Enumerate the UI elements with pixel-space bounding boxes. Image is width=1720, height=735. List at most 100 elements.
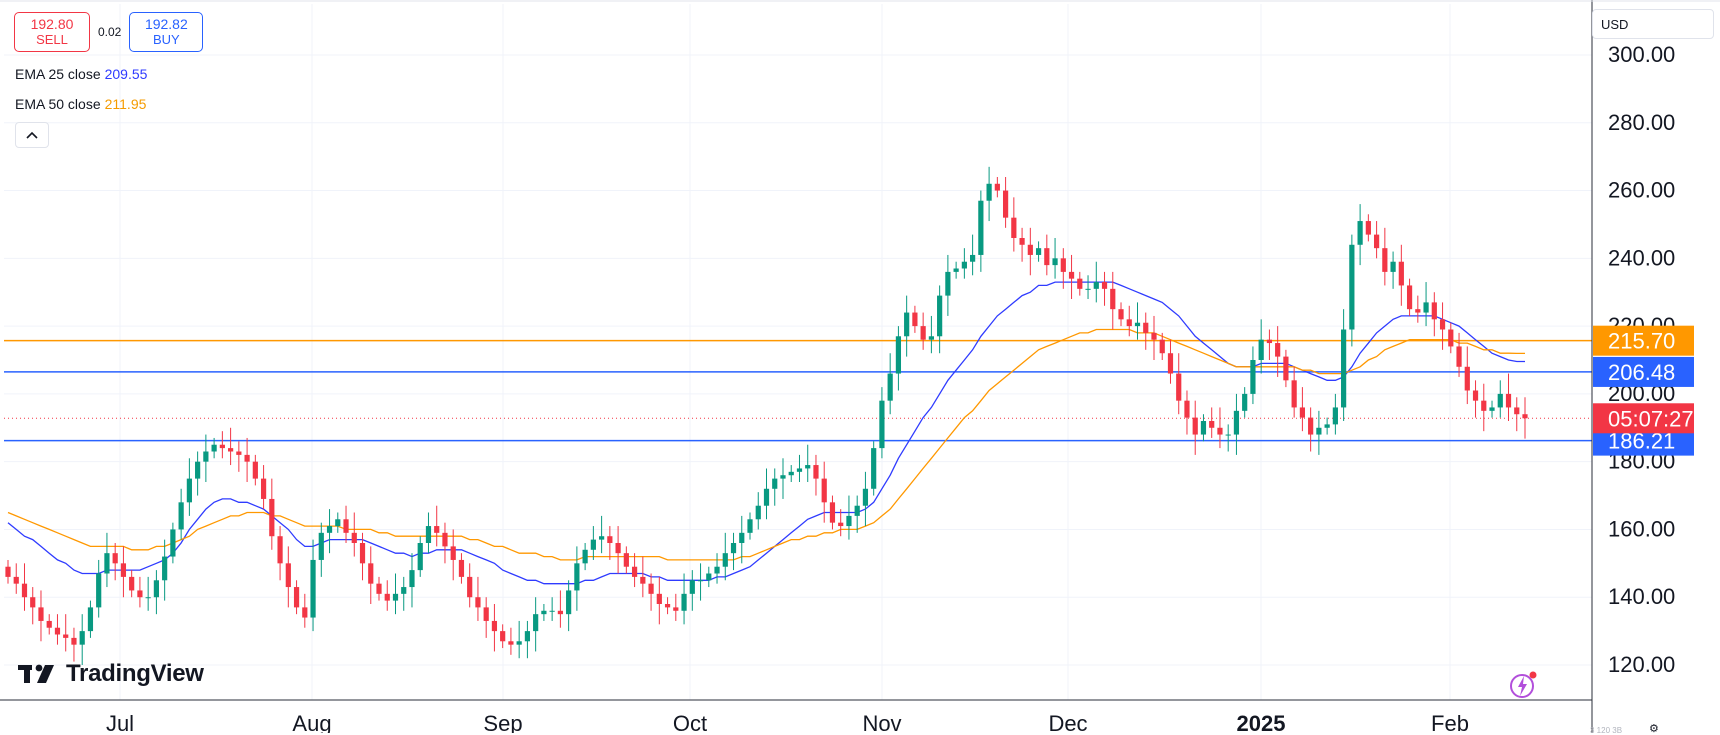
candle-body [1101, 282, 1108, 289]
candle-body [450, 546, 456, 560]
candle-body [1052, 258, 1058, 266]
candle-body [1126, 319, 1132, 327]
candle-body [681, 593, 687, 611]
candle-body [1489, 407, 1495, 411]
candle-body [417, 543, 423, 571]
candle-body [384, 593, 390, 601]
candle-body [772, 478, 778, 489]
y-tick-label: 280.00 [1608, 110, 1675, 135]
chevron-up-icon [26, 131, 38, 139]
ema-50-legend[interactable]: EMA 50 close 211.95 [15, 96, 146, 112]
candle-body [631, 566, 638, 577]
candle-body [1415, 309, 1421, 313]
candle-body [1406, 285, 1413, 310]
countdown-partial: 3 120 3B [1590, 726, 1623, 735]
candle-body [1382, 248, 1388, 272]
candle-body [1110, 288, 1116, 310]
candle-body [1167, 353, 1174, 374]
candle-body [228, 448, 234, 452]
candle-body [1242, 393, 1248, 411]
ema-50-value: 211.95 [104, 96, 147, 112]
candle-body [21, 583, 28, 598]
gear-icon[interactable]: ⚙ [1649, 723, 1659, 735]
candle-body [162, 556, 168, 581]
candle-body [607, 536, 613, 543]
candle-body [1217, 427, 1223, 435]
candle-body [1266, 339, 1273, 344]
candle-body [483, 607, 489, 621]
x-tick-label: Sep [483, 711, 522, 733]
candle-body [904, 312, 910, 337]
candle-body [219, 444, 225, 449]
ema-25-legend[interactable]: EMA 25 close 209.55 [15, 66, 147, 82]
chart-grid [4, 4, 1592, 700]
candle-body [1258, 339, 1264, 360]
candle-body [763, 488, 770, 506]
candle-body [170, 529, 176, 557]
candle-body [1151, 332, 1157, 340]
candle-body [1299, 407, 1305, 418]
candle-body [829, 502, 836, 523]
candle-body [1308, 417, 1314, 435]
lightning-icon[interactable] [1507, 668, 1541, 700]
candles [5, 166, 1528, 665]
candle-body [730, 543, 737, 554]
candle-body [862, 488, 869, 506]
candle-body [153, 580, 160, 598]
candle-body [1439, 319, 1446, 330]
candle-body [54, 627, 61, 635]
candle-body [1093, 282, 1099, 289]
sell-button[interactable]: 192.80 SELL [14, 12, 90, 52]
candle-body [953, 268, 959, 272]
trade-widget: 192.80 SELL 0.02 192.82 BUY [14, 12, 204, 52]
sell-price: 192.80 [30, 16, 74, 32]
candle-body [706, 573, 712, 581]
candle-body [1159, 339, 1165, 354]
candle-body [1423, 302, 1429, 313]
candle-body [1225, 434, 1231, 436]
candle-body [648, 583, 654, 594]
candle-body [467, 576, 473, 598]
candle-body [293, 587, 300, 608]
candle-body [1522, 414, 1528, 419]
candle-body [590, 539, 596, 550]
candle-body [1176, 373, 1182, 401]
candle-body [87, 607, 94, 632]
y-tick-label: 120.00 [1608, 652, 1675, 677]
candle-body [747, 519, 753, 533]
candle-body [1200, 421, 1207, 435]
candle-body [1011, 217, 1017, 238]
sell-label: SELL [36, 32, 68, 47]
ema-25-line [7, 281, 1525, 585]
y-tick-label: 160.00 [1608, 516, 1675, 541]
candle-body [1002, 190, 1009, 218]
collapse-legend-button[interactable] [15, 122, 49, 148]
spread-value: 0.02 [98, 25, 122, 39]
candle-body [434, 526, 440, 533]
currency-select[interactable]: USD [1592, 9, 1714, 39]
candle-body [780, 475, 786, 479]
candle-body [260, 478, 267, 499]
candle-body [656, 593, 662, 604]
candle-body [38, 607, 44, 621]
candle-body [854, 505, 860, 516]
candle-body [524, 631, 531, 642]
candle-body [541, 610, 547, 615]
candle-body [1514, 407, 1520, 415]
candle-body [442, 532, 448, 547]
candle-body [1250, 360, 1256, 394]
x-tick-label: Nov [862, 711, 901, 733]
buy-button[interactable]: 192.82 BUY [129, 12, 204, 52]
tradingview-logo[interactable]: TradingView [18, 660, 204, 688]
candle-body [937, 295, 943, 337]
countdown-label-bg [1593, 403, 1694, 434]
candle-body [887, 373, 893, 401]
candle-body [71, 637, 77, 645]
candle-body [376, 583, 382, 594]
candle-body [1143, 322, 1149, 333]
candle-body [79, 631, 85, 645]
candle-body [1209, 421, 1215, 428]
price-level-label-bg [1593, 325, 1694, 356]
